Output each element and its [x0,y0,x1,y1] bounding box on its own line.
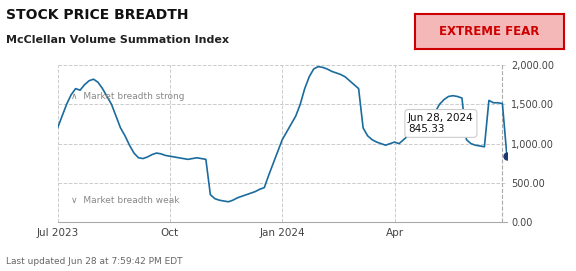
Text: ∧  Market breadth strong: ∧ Market breadth strong [71,92,184,101]
Text: ∨  Market breadth weak: ∨ Market breadth weak [71,196,180,205]
Text: EXTREME FEAR: EXTREME FEAR [439,25,540,38]
Text: Jun 28, 2024
845.33: Jun 28, 2024 845.33 [408,113,474,134]
Text: McClellan Volume Summation Index: McClellan Volume Summation Index [6,35,229,45]
Text: STOCK PRICE BREADTH: STOCK PRICE BREADTH [6,8,188,22]
Text: Last updated Jun 28 at 7:59:42 PM EDT: Last updated Jun 28 at 7:59:42 PM EDT [6,257,182,266]
